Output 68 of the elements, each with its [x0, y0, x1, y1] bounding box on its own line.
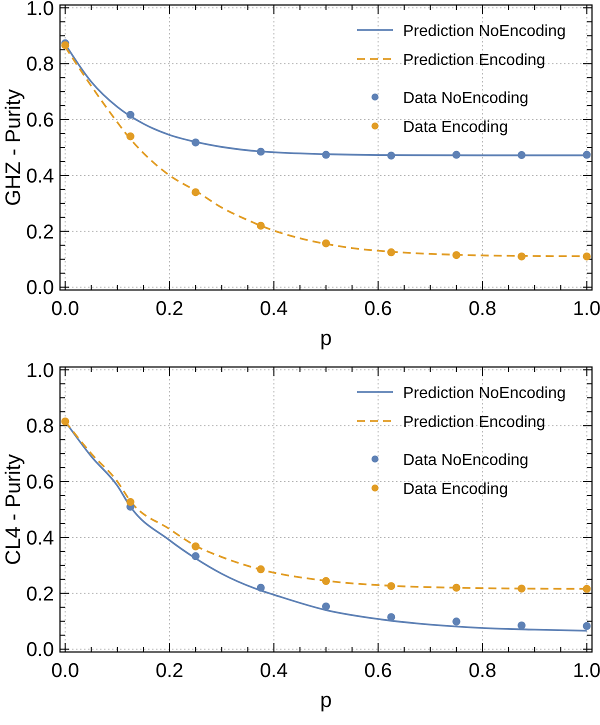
legend-label: Prediction Encoding: [403, 52, 546, 69]
point: [518, 151, 526, 160]
point: [256, 148, 265, 156]
point: [322, 577, 330, 586]
point: [518, 621, 526, 630]
point: [126, 132, 134, 140]
x-tick-label: 0.0: [51, 660, 80, 682]
x-tick-label: 0.0: [51, 298, 80, 320]
x-tick-label: 0.4: [260, 298, 288, 320]
point: [452, 584, 460, 592]
y-tick-label: 0.2: [26, 221, 54, 244]
point: [192, 188, 200, 196]
point: [256, 565, 265, 574]
point: [452, 150, 460, 159]
y-tick-label: 0.6: [26, 472, 54, 494]
x-axis-title: p: [320, 327, 332, 350]
point: [582, 252, 591, 260]
x-tick-label: 0.6: [364, 298, 392, 320]
y-tick-label: 0.8: [26, 54, 54, 76]
y-tick-label: 0.0: [26, 277, 54, 300]
y-tick-label: 0.8: [26, 416, 54, 438]
y-tick-label: 0.6: [26, 110, 54, 132]
point: [387, 613, 396, 622]
point: [518, 252, 526, 260]
point: [452, 251, 460, 260]
point: [582, 150, 591, 159]
legend-label: Data Encoding: [403, 119, 508, 136]
y-tick-label: 1.0: [26, 360, 54, 382]
legend-label: Prediction NoEncoding: [403, 385, 566, 402]
y-tick-label: 0.2: [26, 583, 54, 606]
point: [518, 584, 526, 593]
y-tick-label: 0.4: [26, 527, 54, 550]
point: [322, 239, 330, 248]
y-tick-label: 0.0: [26, 639, 54, 662]
point: [192, 138, 200, 146]
point: [322, 150, 330, 159]
legend-label: Data NoEncoding: [403, 90, 528, 107]
point: [322, 602, 330, 610]
legend-label: Data NoEncoding: [403, 452, 528, 469]
point: [192, 552, 200, 560]
point: [61, 418, 70, 426]
x-tick-label: 1.0: [572, 660, 600, 682]
legend-label: Prediction NoEncoding: [403, 23, 566, 40]
x-tick-label: 0.8: [468, 298, 496, 320]
x-tick-label: 0.2: [156, 660, 184, 682]
y-axis-title: GHZ - Purity: [2, 88, 25, 206]
x-axis-title: p: [320, 689, 332, 712]
point: [126, 110, 134, 119]
legend-label: Prediction Encoding: [403, 414, 546, 431]
point: [387, 582, 396, 590]
point: [126, 498, 134, 506]
point: [387, 248, 396, 256]
x-tick-label: 1.0: [572, 298, 600, 320]
x-tick-label: 0.6: [364, 660, 392, 682]
y-axis-title: CL4 - Purity: [2, 454, 25, 565]
point: [582, 622, 591, 630]
x-tick-label: 0.8: [468, 660, 496, 682]
point: [452, 618, 460, 626]
point: [582, 584, 591, 593]
x-tick-label: 0.4: [260, 660, 288, 682]
y-tick-label: 1.0: [26, 0, 54, 20]
point: [387, 152, 396, 160]
point: [256, 222, 265, 230]
point: [256, 584, 265, 592]
point: [192, 542, 200, 550]
x-tick-label: 0.2: [156, 298, 184, 320]
legend-label: Data Encoding: [403, 481, 508, 498]
y-tick-label: 0.4: [26, 165, 54, 188]
